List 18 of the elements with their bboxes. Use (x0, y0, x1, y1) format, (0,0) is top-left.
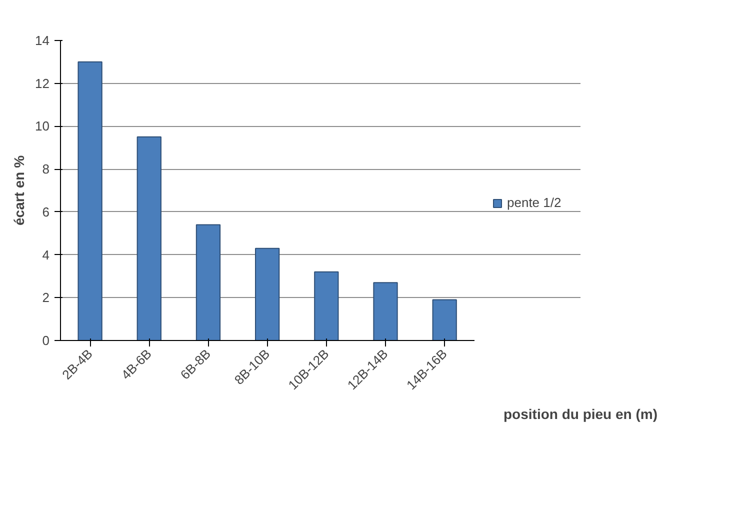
bar (196, 224, 221, 340)
bar (432, 299, 457, 340)
legend-label: pente 1/2 (507, 195, 562, 210)
bar (373, 282, 398, 340)
y-tick-label: 10 (35, 118, 50, 134)
bar (314, 271, 339, 340)
bar (255, 248, 280, 340)
y-tick-label: 4 (42, 247, 50, 262)
y-tick-label: 14 (35, 33, 50, 48)
bar (78, 61, 102, 340)
y-tick-label: 0 (42, 333, 50, 348)
x-axis-title: position du pieu en (m) (504, 406, 658, 422)
y-tick-label: 8 (42, 162, 50, 177)
y-tick-label: 2 (42, 290, 50, 306)
y-tick-label: 6 (42, 204, 50, 220)
bar (136, 136, 162, 340)
y-tick-label: 12 (35, 76, 50, 91)
y-axis-title: écart en % (11, 154, 28, 226)
